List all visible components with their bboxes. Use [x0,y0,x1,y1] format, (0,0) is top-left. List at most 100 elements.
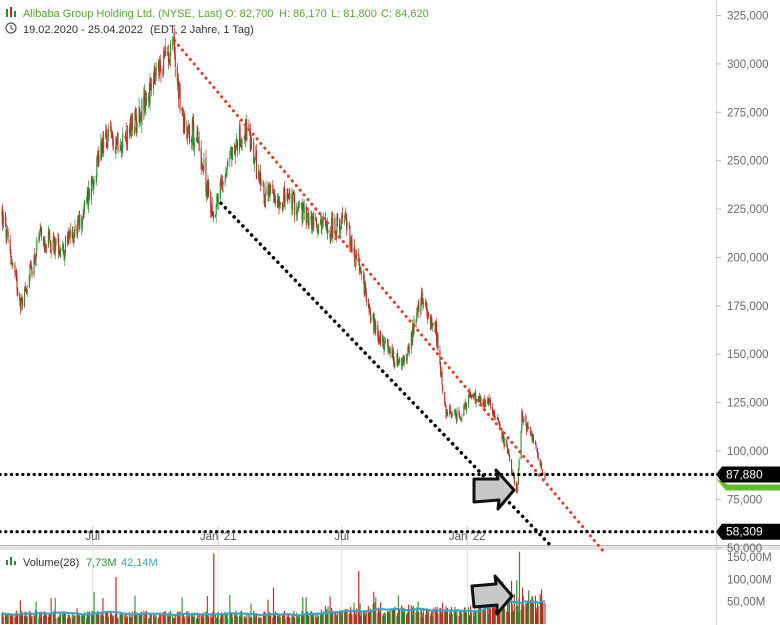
volume-bar [448,612,451,624]
candle-body [427,311,429,317]
volume-bar [292,616,294,624]
candle-body [406,354,408,361]
candle-body [487,399,489,405]
candle-body [458,410,460,416]
candle-body [14,264,16,273]
volume-bar [298,614,300,624]
candle-body [43,236,45,246]
volume-bar [492,594,494,624]
candle-body [326,221,328,233]
candle-body [530,428,532,436]
volume-bar [240,610,242,624]
candle-body [206,182,208,198]
volume-bar [187,611,189,624]
candle-body [182,116,185,133]
volume-bar [269,612,271,624]
volume-bar [436,606,438,624]
candle-body [169,60,171,63]
volume-bar [4,612,6,624]
candle-body [420,299,422,315]
candle-body [78,215,80,226]
candle-body [44,241,46,250]
candle-body [302,203,305,211]
volume-bar [9,613,11,624]
volume-bar [248,614,250,624]
volume-bar [21,611,23,624]
volume-bar [239,617,241,624]
candle-body [126,137,128,149]
candle-body [49,240,51,248]
candle-body [440,362,442,375]
current-price-marker [716,478,780,491]
candle-body [455,411,457,415]
candle-body [532,435,534,442]
candle-body [162,69,164,78]
volume-bar [413,608,415,624]
volume-bar [43,615,45,624]
volume-bar [54,597,56,624]
candle-body [496,417,498,420]
candle-body [311,216,313,230]
candle-body [97,154,99,160]
volume-bar [200,614,202,624]
candle-body [229,153,231,160]
volume-bar [315,613,317,624]
candle-body [408,347,410,354]
candle-body [230,151,232,153]
candle-body [148,92,150,101]
candle-body [251,143,253,145]
candle-body [313,215,315,228]
volume-bar [211,617,213,624]
volume-bar [372,603,374,624]
candle-body [274,197,276,201]
candle-body [535,445,537,449]
candle-body [341,215,343,225]
volume-bar [45,615,47,624]
volume-bar [102,598,104,624]
volume-bar [431,616,433,624]
volume-bar [362,610,365,624]
volume-bar [450,614,452,624]
candle-body [298,204,300,207]
volume-bar [206,595,208,624]
volume-bar [58,616,60,624]
volume-tick-label: 100,00M [727,574,772,586]
volume-bar [389,609,391,624]
volume-bar [111,614,113,624]
candle-body [6,230,9,232]
volume-bar [329,596,331,624]
candle-body [410,332,412,349]
volume-bar [182,618,184,624]
volume-bar [278,616,280,624]
candle-body [393,361,395,365]
candle-body [354,263,356,264]
volume-bar [73,614,75,624]
volume-bar [474,609,476,624]
volume-bar [308,615,310,624]
candle-body [378,339,380,341]
candle-body [530,434,532,436]
candle-body [91,178,93,182]
volume-bar [197,612,199,624]
volume-bar [398,608,400,624]
candle-body [451,412,453,418]
volume-bar [455,611,457,624]
candle-body [497,416,499,421]
volume-bar [122,614,124,624]
y-tick-label: 325,000 [727,11,769,23]
volume-bar [63,611,65,624]
volume-bar [120,614,122,624]
candle-body [296,210,298,216]
volume-bar [191,613,193,624]
candle-body [31,270,33,276]
candle-body [523,416,525,422]
volume-bar [259,618,261,624]
candle-body [372,314,374,320]
volume-bar [107,612,109,624]
volume-bar [368,613,370,624]
volume-bar [212,611,214,624]
volume-bar [216,618,218,624]
candle-body [498,421,500,425]
volume-bar [192,616,194,624]
volume-bar [369,608,371,624]
